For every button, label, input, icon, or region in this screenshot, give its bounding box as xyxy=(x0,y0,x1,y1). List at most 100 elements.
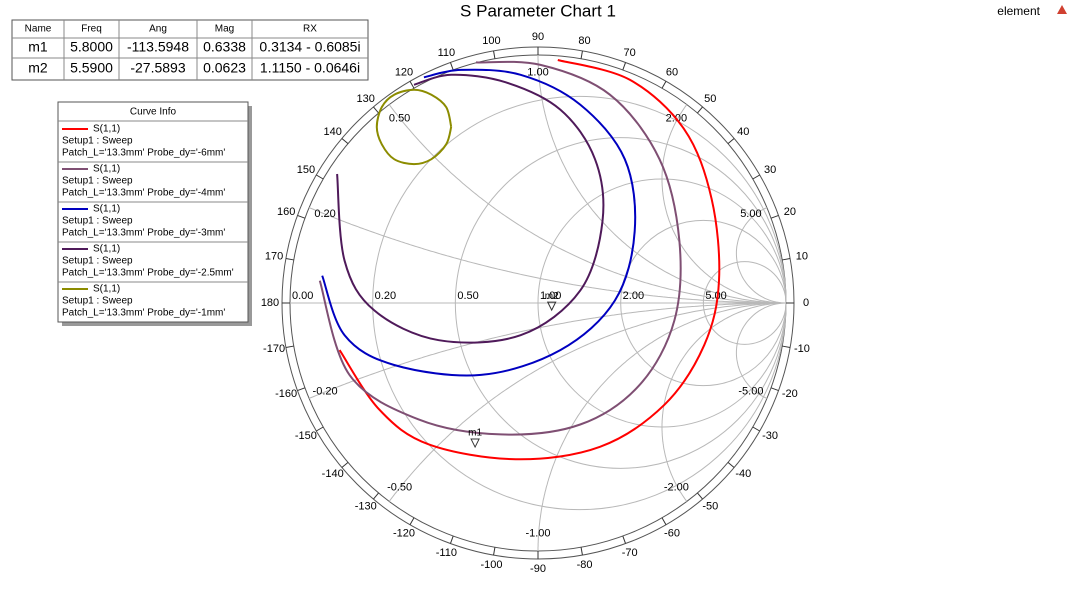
angle-tick xyxy=(622,535,627,544)
curve xyxy=(321,68,637,377)
legend-setup: Setup1 : Sweep xyxy=(62,296,133,307)
legend-name: S(1,1) xyxy=(93,204,120,215)
angle-tick xyxy=(661,517,667,525)
angle-tick-label: -30 xyxy=(762,430,778,442)
angle-tick-label: 70 xyxy=(624,47,636,59)
angle-tick-label: -40 xyxy=(735,468,751,480)
curve xyxy=(318,60,682,436)
reactance-arc xyxy=(308,207,786,304)
legend-setup: Setup1 : Sweep xyxy=(62,176,133,187)
angle-tick xyxy=(697,106,703,114)
angle-tick-label: 180 xyxy=(261,297,279,309)
angle-tick xyxy=(316,426,324,432)
reactance-arc xyxy=(735,207,787,304)
reactance-label: -0.50 xyxy=(387,481,412,493)
legend-params: Patch_L='13.3mm' Probe_dy='-3mm' xyxy=(62,228,225,239)
table-header: Freq xyxy=(81,24,102,35)
angle-tick-label: 60 xyxy=(666,67,678,79)
angle-tick xyxy=(297,214,306,219)
reactance-label: -1.00 xyxy=(525,528,550,540)
angle-tick xyxy=(622,62,627,71)
angle-tick-label: 90 xyxy=(532,31,544,43)
marker xyxy=(470,438,480,449)
angle-tick-label: 100 xyxy=(482,35,500,47)
angle-tick-label: 140 xyxy=(324,126,342,138)
angle-tick xyxy=(752,174,760,180)
angle-tick xyxy=(580,547,583,556)
angle-tick-label: -100 xyxy=(480,559,502,571)
marker-label: m1 xyxy=(468,428,482,439)
reactance-arc xyxy=(308,302,786,399)
angle-tick-label: -90 xyxy=(530,563,546,575)
angle-tick xyxy=(752,426,760,432)
table-header: RX xyxy=(303,24,317,35)
angle-tick-label: -110 xyxy=(436,547,457,559)
reactance-label: 5.00 xyxy=(740,208,761,220)
legend-params: Patch_L='13.3mm' Probe_dy='-2.5mm' xyxy=(62,268,234,279)
reactance-arc xyxy=(388,302,786,502)
angle-tick xyxy=(727,138,735,144)
reactance-arc xyxy=(661,104,786,304)
angle-tick xyxy=(373,106,379,114)
reactance-arc xyxy=(661,302,786,502)
toolbar-label[interactable]: element xyxy=(997,4,1040,18)
reactance-label: 0.20 xyxy=(314,208,335,220)
angle-tick-label: 110 xyxy=(438,47,456,59)
angle-tick-label: -160 xyxy=(275,388,297,400)
angle-tick-label: -120 xyxy=(393,527,415,539)
resistance-label: 5.00 xyxy=(705,290,726,302)
angle-tick-label: 130 xyxy=(357,93,375,105)
angle-tick-label: -80 xyxy=(577,559,593,571)
angle-tick-label: 160 xyxy=(277,206,295,218)
angle-tick xyxy=(782,258,791,261)
table-cell: -27.5893 xyxy=(130,60,185,76)
table-header: Mag xyxy=(215,24,234,35)
legend-name: S(1,1) xyxy=(93,164,120,175)
angle-tick-label: 30 xyxy=(764,164,776,176)
reactance-label: -2.00 xyxy=(664,481,689,493)
reactance-label: 1.00 xyxy=(527,66,548,78)
legend-params: Patch_L='13.3mm' Probe_dy='-4mm' xyxy=(62,188,225,199)
table-cell: 0.6338 xyxy=(203,39,246,55)
resistance-label: 1.00 xyxy=(540,290,561,302)
legend-box xyxy=(57,101,249,323)
reactance-label: 0.50 xyxy=(389,112,410,124)
legend-params: Patch_L='13.3mm' Probe_dy='-6mm' xyxy=(62,148,225,159)
angle-tick-label: -50 xyxy=(702,501,718,513)
angle-tick xyxy=(782,345,791,348)
angle-tick xyxy=(449,62,454,71)
table-cell: 0.3134 - 0.6085i xyxy=(259,39,360,55)
angle-tick-label: -20 xyxy=(782,388,798,400)
angle-tick-label: -60 xyxy=(664,527,680,539)
table-cell: 5.8000 xyxy=(70,39,113,55)
angle-tick xyxy=(580,50,583,59)
angle-tick-label: 40 xyxy=(737,126,749,138)
angle-tick-label: -130 xyxy=(355,501,377,513)
angle-tick xyxy=(770,214,779,219)
reactance-arc xyxy=(537,302,786,551)
marker-label: m2 xyxy=(545,291,559,302)
toolbar-icon[interactable] xyxy=(1057,5,1067,14)
angle-tick xyxy=(493,547,496,556)
angle-tick-label: 120 xyxy=(395,67,413,79)
angle-tick xyxy=(373,492,379,500)
marker-table: Name Freq Ang Mag RX m1 5.8000 -113.5948 0.6338 0… xyxy=(11,19,369,81)
angle-tick-label: 0 xyxy=(803,297,809,309)
reactance-arc xyxy=(735,302,787,399)
angle-tick-label: 80 xyxy=(578,35,590,47)
angle-tick xyxy=(770,387,779,392)
reactance-label: -0.20 xyxy=(313,386,338,398)
curve xyxy=(375,88,453,166)
angle-tick-label: 10 xyxy=(796,251,808,263)
legend-title: Curve Info xyxy=(130,107,177,118)
angle-tick xyxy=(727,462,735,468)
curve xyxy=(338,59,721,461)
angle-tick-label: 50 xyxy=(704,93,716,105)
legend-setup: Setup1 : Sweep xyxy=(62,256,133,267)
angle-tick xyxy=(449,535,454,544)
angle-tick-label: 170 xyxy=(265,251,283,263)
table-header: Name xyxy=(25,24,52,35)
angle-tick xyxy=(697,492,703,500)
